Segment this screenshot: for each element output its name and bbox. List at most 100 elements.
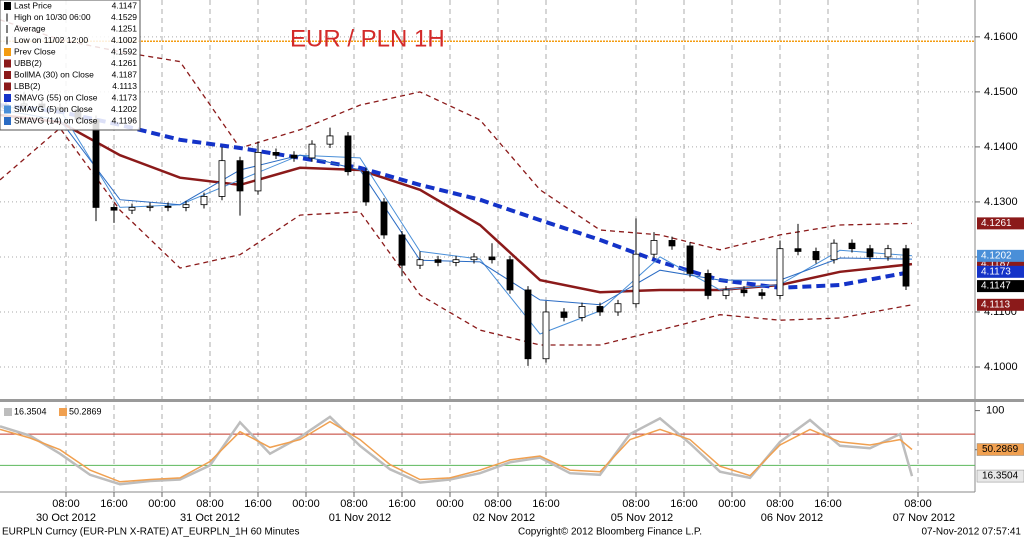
- value-tag: [976, 443, 1024, 456]
- candle-body: [380, 201, 388, 236]
- candle-body: [614, 303, 622, 313]
- candle-body: [884, 248, 892, 258]
- legend-value: 4.1251: [111, 23, 137, 33]
- candle-body: [398, 234, 406, 266]
- candle-body: [326, 135, 334, 145]
- legend-swatch: [4, 94, 11, 102]
- oscillator-line: [0, 420, 913, 483]
- x-tick-label: 08:00: [484, 498, 512, 510]
- x-tick-label: 00:00: [718, 498, 746, 510]
- candle-body: [776, 248, 784, 296]
- footer-center: Copyright© 2012 Bloomberg Finance L.P.: [518, 527, 702, 538]
- x-tick-label: 16:00: [244, 498, 272, 510]
- date-label: 31 Oct 2012: [180, 512, 240, 524]
- candle-body: [146, 205, 154, 208]
- candle-body: [110, 207, 118, 211]
- legend-swatch: [4, 59, 11, 68]
- date-label: 30 Oct 2012: [36, 512, 96, 524]
- legend-label: SMAVG (14) on Close: [14, 115, 98, 125]
- series-tag-label: 4.1202: [981, 250, 1012, 261]
- chart-title: EUR / PLN 1H: [290, 25, 445, 52]
- legend-value: 4.1147: [112, 0, 138, 10]
- footer-right: 07-Nov-2012 07:57:41: [921, 527, 1021, 538]
- candle-body: [740, 289, 748, 294]
- series-tag-label: 4.1173: [981, 266, 1011, 277]
- candle-body: [506, 259, 514, 291]
- candle-body: [362, 171, 370, 203]
- x-tick-label: 08:00: [52, 498, 80, 510]
- candle-body: [722, 289, 730, 296]
- legend-value: 50.2869: [69, 406, 102, 416]
- series-tag-label: 4.1187: [981, 259, 1011, 270]
- footer-left: EURPLN Curncy (EUR-PLN X-RATE) AT_EURPLN…: [2, 527, 300, 538]
- candle-body: [848, 242, 856, 250]
- candle-body: [470, 256, 478, 261]
- candle-body: [488, 256, 496, 261]
- indicator-line: [0, 127, 913, 346]
- value-tag: [976, 469, 1024, 483]
- legend-value: 4.1196: [112, 115, 138, 125]
- legend-label: Low on 11/02 12:00: [14, 35, 88, 45]
- date-label: 05 Nov 2012: [611, 512, 673, 524]
- candle-body: [596, 306, 604, 313]
- candle-body: [308, 143, 316, 159]
- candle-body: [254, 152, 262, 192]
- x-tick-label: 16:00: [100, 498, 128, 510]
- x-tick-label: 08:00: [766, 498, 794, 510]
- oscillator-line: [0, 415, 914, 486]
- series-tag: [977, 265, 1024, 278]
- x-tick-label: 00:00: [292, 498, 320, 510]
- candle-body: [686, 245, 694, 274]
- candle-body: [290, 154, 298, 159]
- legend-value: 4.1173: [112, 92, 138, 102]
- candle-body: [164, 205, 172, 208]
- candle-body: [128, 207, 136, 211]
- date-label: 06 Nov 2012: [761, 512, 823, 524]
- x-tick-label: 00:00: [436, 498, 464, 510]
- legend-label: Last Price: [14, 0, 52, 10]
- legend-box: [0, 0, 141, 131]
- indicator-line: [0, 103, 913, 290]
- legend-label: Prev Close: [14, 46, 56, 56]
- candle-body: [830, 242, 838, 261]
- legend-swatch: [4, 48, 11, 56]
- legend-label: BollMA (30) on Close: [14, 69, 94, 79]
- y-tick-label: 4.1000: [984, 361, 1018, 373]
- legend-value: 16.3504: [14, 406, 47, 416]
- legend-label: UBB(2): [14, 58, 42, 68]
- legend-value: 4.1187: [112, 69, 138, 79]
- last-price-tag-label: 4.1147: [981, 281, 1011, 292]
- candle-body: [452, 259, 460, 263]
- y-tick-label: 4.1300: [984, 196, 1018, 208]
- legend-swatch: [4, 2, 11, 10]
- candle-body: [236, 160, 244, 192]
- candle-body: [92, 118, 100, 208]
- series-tag: [977, 298, 1024, 311]
- y-tick-label: 4.1600: [984, 31, 1018, 43]
- legend-label: High on 10/30 06:00: [14, 12, 91, 22]
- y-tick-label: 100: [986, 405, 1004, 417]
- candle-body: [218, 160, 226, 197]
- legend-value: 4.1202: [111, 104, 137, 114]
- candle-body: [794, 248, 802, 252]
- legend-swatch: [4, 105, 11, 114]
- legend-swatch: [59, 408, 67, 416]
- last-price-tag: [977, 280, 1024, 293]
- x-tick-label: 08:00: [340, 498, 368, 510]
- candle-body: [578, 306, 586, 318]
- x-tick-label: 16:00: [814, 498, 842, 510]
- legend-value: 4.1113: [112, 81, 137, 91]
- legend-label: SMAVG (5) on Close: [14, 104, 93, 114]
- legend-swatch: [4, 82, 11, 91]
- candle-body: [200, 196, 208, 206]
- series-tag-label: 4.1113: [981, 299, 1011, 310]
- legend-label: LBB(2): [14, 81, 41, 91]
- candle-body: [560, 311, 568, 318]
- value-tag-label: 16.3504: [982, 471, 1019, 482]
- candle-body: [344, 135, 352, 173]
- date-label: 07 Nov 2012: [893, 512, 955, 524]
- candle-body: [434, 259, 442, 263]
- x-tick-label: 16:00: [388, 498, 416, 510]
- value-tag-label: 50.2869: [982, 444, 1019, 455]
- indicator-line: [0, 109, 913, 306]
